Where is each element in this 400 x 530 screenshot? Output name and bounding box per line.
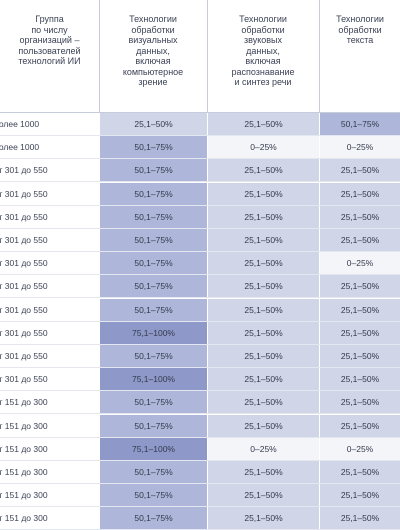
cell-value: 25,1–50% [208, 507, 319, 530]
cell-value: 25,1–50% [320, 275, 400, 298]
cell-group: от 301 до 550 [0, 235, 48, 245]
cell-value: 25,1–50% [208, 159, 319, 182]
cell-value: 50,1–75% [100, 507, 207, 530]
cell-value: 25,1–50% [208, 252, 319, 275]
cell-value: 25,1–50% [208, 275, 319, 298]
cell-group: от 151 до 300 [0, 420, 48, 431]
cell-value: 25,1–50% [320, 391, 400, 414]
cell-value: 50,1–75% [100, 484, 207, 507]
header-visual: Технологии обработки визуальных данных, … [122, 14, 184, 87]
cell-value: 25,1–50% [320, 229, 400, 251]
cell-group: от 301 до 550 [0, 211, 48, 222]
cell-value: 25,1–50% [320, 159, 400, 182]
cell-value: 25,1–50% [208, 461, 319, 483]
cell-value: 25,1–50% [320, 507, 400, 530]
cell-value: 50,1–75% [100, 298, 207, 321]
cell-value: 0–25% [320, 136, 400, 159]
cell-group: от 301 до 550 [0, 281, 48, 292]
header-group: Группа по числу организаций – пользовате… [18, 14, 81, 66]
cell-value: 25,1–50% [100, 113, 207, 135]
cell-group: от 151 до 300 [0, 397, 48, 408]
cell-value: 25,1–50% [320, 182, 400, 205]
cell-group: более 1000 [0, 119, 40, 129]
cell-group: от 301 до 550 [0, 165, 48, 176]
cell-group: от 301 до 550 [0, 304, 48, 315]
cell-value: 75,1–100% [100, 437, 207, 460]
cell-value: 50,1–75% [100, 275, 207, 298]
cell-value: 50,1–75% [100, 461, 207, 483]
cell-value: 50,1–75% [320, 113, 400, 135]
cell-group: от 151 до 300 [0, 490, 48, 501]
cell-value: 25,1–50% [208, 205, 319, 228]
cell-value: 25,1–50% [320, 368, 400, 391]
cell-value: 75,1–100% [100, 368, 207, 391]
header-text: Технологии обработки текста [336, 14, 384, 45]
cell-value: 50,1–75% [100, 252, 207, 275]
cell-value: 25,1–50% [320, 321, 400, 344]
cell-value: 50,1–75% [100, 229, 207, 251]
cell-value: 25,1–50% [320, 461, 400, 483]
cell-value: 25,1–50% [208, 113, 319, 135]
cell-group: от 301 до 550 [0, 258, 48, 269]
cell-value: 0–25% [320, 437, 400, 460]
cell-value: 25,1–50% [208, 414, 319, 437]
cell-value: 25,1–50% [320, 484, 400, 507]
cell-group: от 151 до 300 [0, 467, 48, 477]
cell-value: 25,1–50% [208, 391, 319, 414]
cell-value: 50,1–75% [100, 345, 207, 367]
cell-value: 25,1–50% [320, 345, 400, 367]
cell-group: от 151 до 300 [0, 443, 48, 454]
cell-value: 25,1–50% [320, 298, 400, 321]
header-audio: Технологии обработки звуковых данных, вк… [231, 14, 295, 87]
cell-group: от 301 до 550 [0, 188, 48, 199]
cell-group: от 151 до 300 [0, 513, 48, 524]
cell-value: 25,1–50% [208, 229, 319, 251]
cell-value: 50,1–75% [100, 205, 207, 228]
cell-value: 0–25% [208, 437, 319, 460]
cell-group: от 301 до 550 [0, 374, 48, 385]
cell-value: 25,1–50% [208, 298, 319, 321]
cell-value: 75,1–100% [100, 321, 207, 344]
cell-value: 25,1–50% [208, 182, 319, 205]
cell-group: более 1000 [0, 142, 40, 153]
cell-group: от 301 до 550 [0, 351, 48, 361]
cell-value: 25,1–50% [320, 205, 400, 228]
cell-value: 25,1–50% [208, 368, 319, 391]
cell-value: 25,1–50% [208, 321, 319, 344]
cell-value: 0–25% [320, 252, 400, 275]
cell-group: от 301 до 550 [0, 327, 48, 338]
cell-value: 0–25% [208, 136, 319, 159]
cell-value: 50,1–75% [100, 159, 207, 182]
cell-value: 50,1–75% [100, 391, 207, 414]
cell-value: 25,1–50% [320, 414, 400, 437]
table-row: от 301 до 550 50,1–75%25,1–50%0–25% [0, 252, 400, 276]
cell-value: 50,1–75% [100, 182, 207, 205]
cell-value: 25,1–50% [208, 484, 319, 507]
cell-value: 50,1–75% [100, 136, 207, 159]
cell-value: 25,1–50% [208, 345, 319, 367]
cell-value: 50,1–75% [100, 414, 207, 437]
